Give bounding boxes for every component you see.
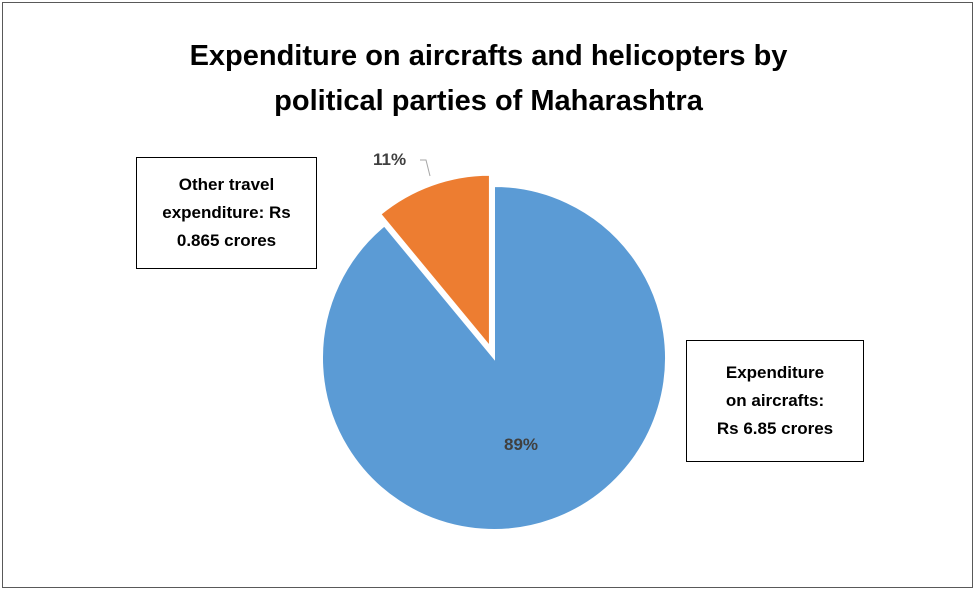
callout-aircraft-expenditure: Expenditure on aircrafts: Rs 6.85 crores xyxy=(686,340,864,462)
callout-other-travel-expenditure: Other travel expenditure: Rs 0.865 crore… xyxy=(136,157,317,269)
chart-title: Expenditure on aircrafts and helicopters… xyxy=(0,34,977,124)
callout-other-line-1: Other travel xyxy=(178,175,275,194)
pie-slice-0-percent-label: 89% xyxy=(504,435,538,454)
callout-other-line-2: expenditure: Rs xyxy=(162,203,291,222)
pie-slice-1 xyxy=(378,173,491,350)
callout-other-line-3: 0.865 crores xyxy=(176,231,277,250)
pie-slice-1-leader-line xyxy=(420,159,431,177)
callout-aircraft-line-2: on aircrafts: xyxy=(725,391,825,410)
callout-aircraft-line-3: Rs 6.85 crores xyxy=(716,419,834,438)
callout-aircraft-line-1: Expenditure xyxy=(725,363,825,382)
chart-title-line-1: Expenditure on aircrafts and helicopters… xyxy=(189,40,788,72)
chart-title-line-2: political parties of Maharashtra xyxy=(274,85,703,117)
pie-slice-1-percent-label: 11% xyxy=(373,150,406,169)
pie-slice-0 xyxy=(321,184,667,531)
